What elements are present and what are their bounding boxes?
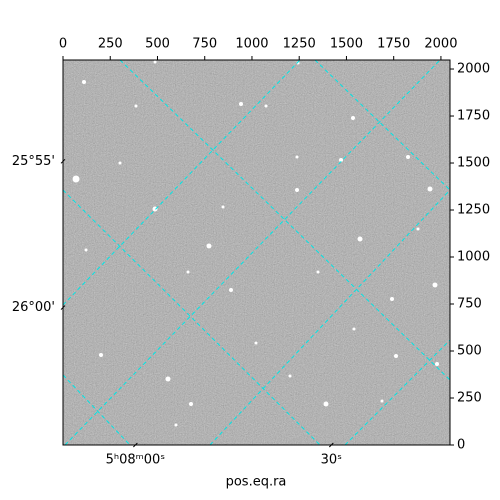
right-tick-label: 1750: [457, 109, 490, 124]
right-tick-label: 250: [457, 391, 482, 406]
top-tick-label: 1500: [330, 37, 363, 52]
bottom-tick: [133, 442, 138, 448]
x-axis-label: pos.eq.ra: [226, 475, 287, 490]
right-tick-label: 0: [457, 438, 465, 453]
left-tick-label: 25°55': [12, 154, 55, 169]
right-tick-label: 500: [457, 344, 482, 359]
left-tick: [60, 158, 66, 164]
right-tick-label: 1500: [457, 156, 490, 171]
left-tick: [60, 305, 66, 310]
top-tick-label: 750: [192, 37, 217, 52]
top-tick-label: 250: [98, 37, 123, 52]
sky-image: [63, 60, 450, 445]
bottom-tick-label: 30ˢ: [321, 453, 343, 468]
top-tick-label: 1250: [283, 37, 316, 52]
right-tick-label: 750: [457, 297, 482, 312]
coordinate-grid: [63, 60, 450, 445]
left-tick-label: 26°00': [12, 300, 55, 315]
right-tick-label: 1250: [457, 203, 490, 218]
plot-frame: [62, 59, 451, 446]
right-tick-label: 2000: [457, 62, 490, 77]
top-tick-label: 0: [59, 37, 67, 52]
top-tick-label: 1750: [377, 37, 410, 52]
bottom-tick: [328, 442, 334, 448]
top-tick-label: 500: [145, 37, 170, 52]
top-tick-label: 2000: [424, 37, 457, 52]
top-tick-label: 1000: [235, 37, 268, 52]
right-tick-label: 1000: [457, 250, 490, 265]
bottom-tick-label: 5ʰ08ᵐ00ˢ: [106, 453, 166, 468]
